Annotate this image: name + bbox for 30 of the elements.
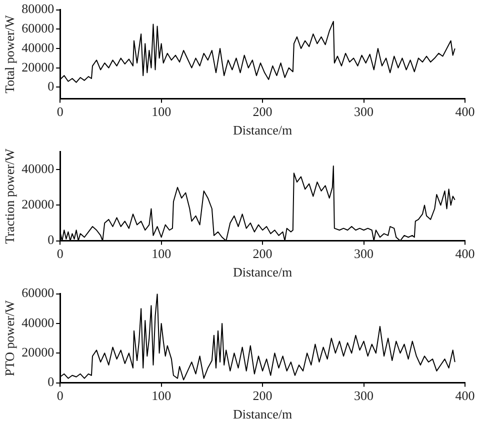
y-tick-label: 20000 <box>22 344 54 360</box>
x-tick-label: 400 <box>455 388 475 404</box>
y-tick-label: 20000 <box>22 59 54 74</box>
y-tick-label: 80000 <box>22 1 54 16</box>
y-axis-title: PTO power/W <box>2 300 18 376</box>
x-tick-label: 100 <box>152 388 172 404</box>
y-tick-label: 60000 <box>22 285 54 300</box>
x-tick-label: 400 <box>455 104 475 120</box>
x-axis-title: Distance/m <box>232 122 292 138</box>
y-tick-label: 40000 <box>22 161 54 176</box>
y-tick-label: 20000 <box>22 196 54 212</box>
x-tick-label: 200 <box>252 246 272 262</box>
y-tick-label: 60000 <box>22 20 54 36</box>
x-axis-title: Distance/m <box>232 406 292 422</box>
y-tick-label: 0 <box>48 78 54 94</box>
y-tick-label: 40000 <box>22 314 54 330</box>
y-axis-title: Traction power/W <box>2 148 18 244</box>
y-tick-label: 0 <box>48 374 54 390</box>
x-tick-label: 200 <box>252 104 272 120</box>
x-tick-label: 300 <box>354 388 374 404</box>
x-tick-label: 400 <box>455 246 475 262</box>
y-tick-label: 0 <box>48 232 54 248</box>
x-tick-label: 200 <box>252 388 272 404</box>
x-axis-title: Distance/m <box>232 264 292 280</box>
x-tick-label: 100 <box>152 104 172 120</box>
y-tick-label: 40000 <box>22 40 54 55</box>
x-tick-label: 100 <box>152 246 172 262</box>
x-tick-label: 300 <box>354 246 374 262</box>
y-axis-title: Total power/W <box>2 14 18 94</box>
x-tick-label: 300 <box>354 104 374 120</box>
